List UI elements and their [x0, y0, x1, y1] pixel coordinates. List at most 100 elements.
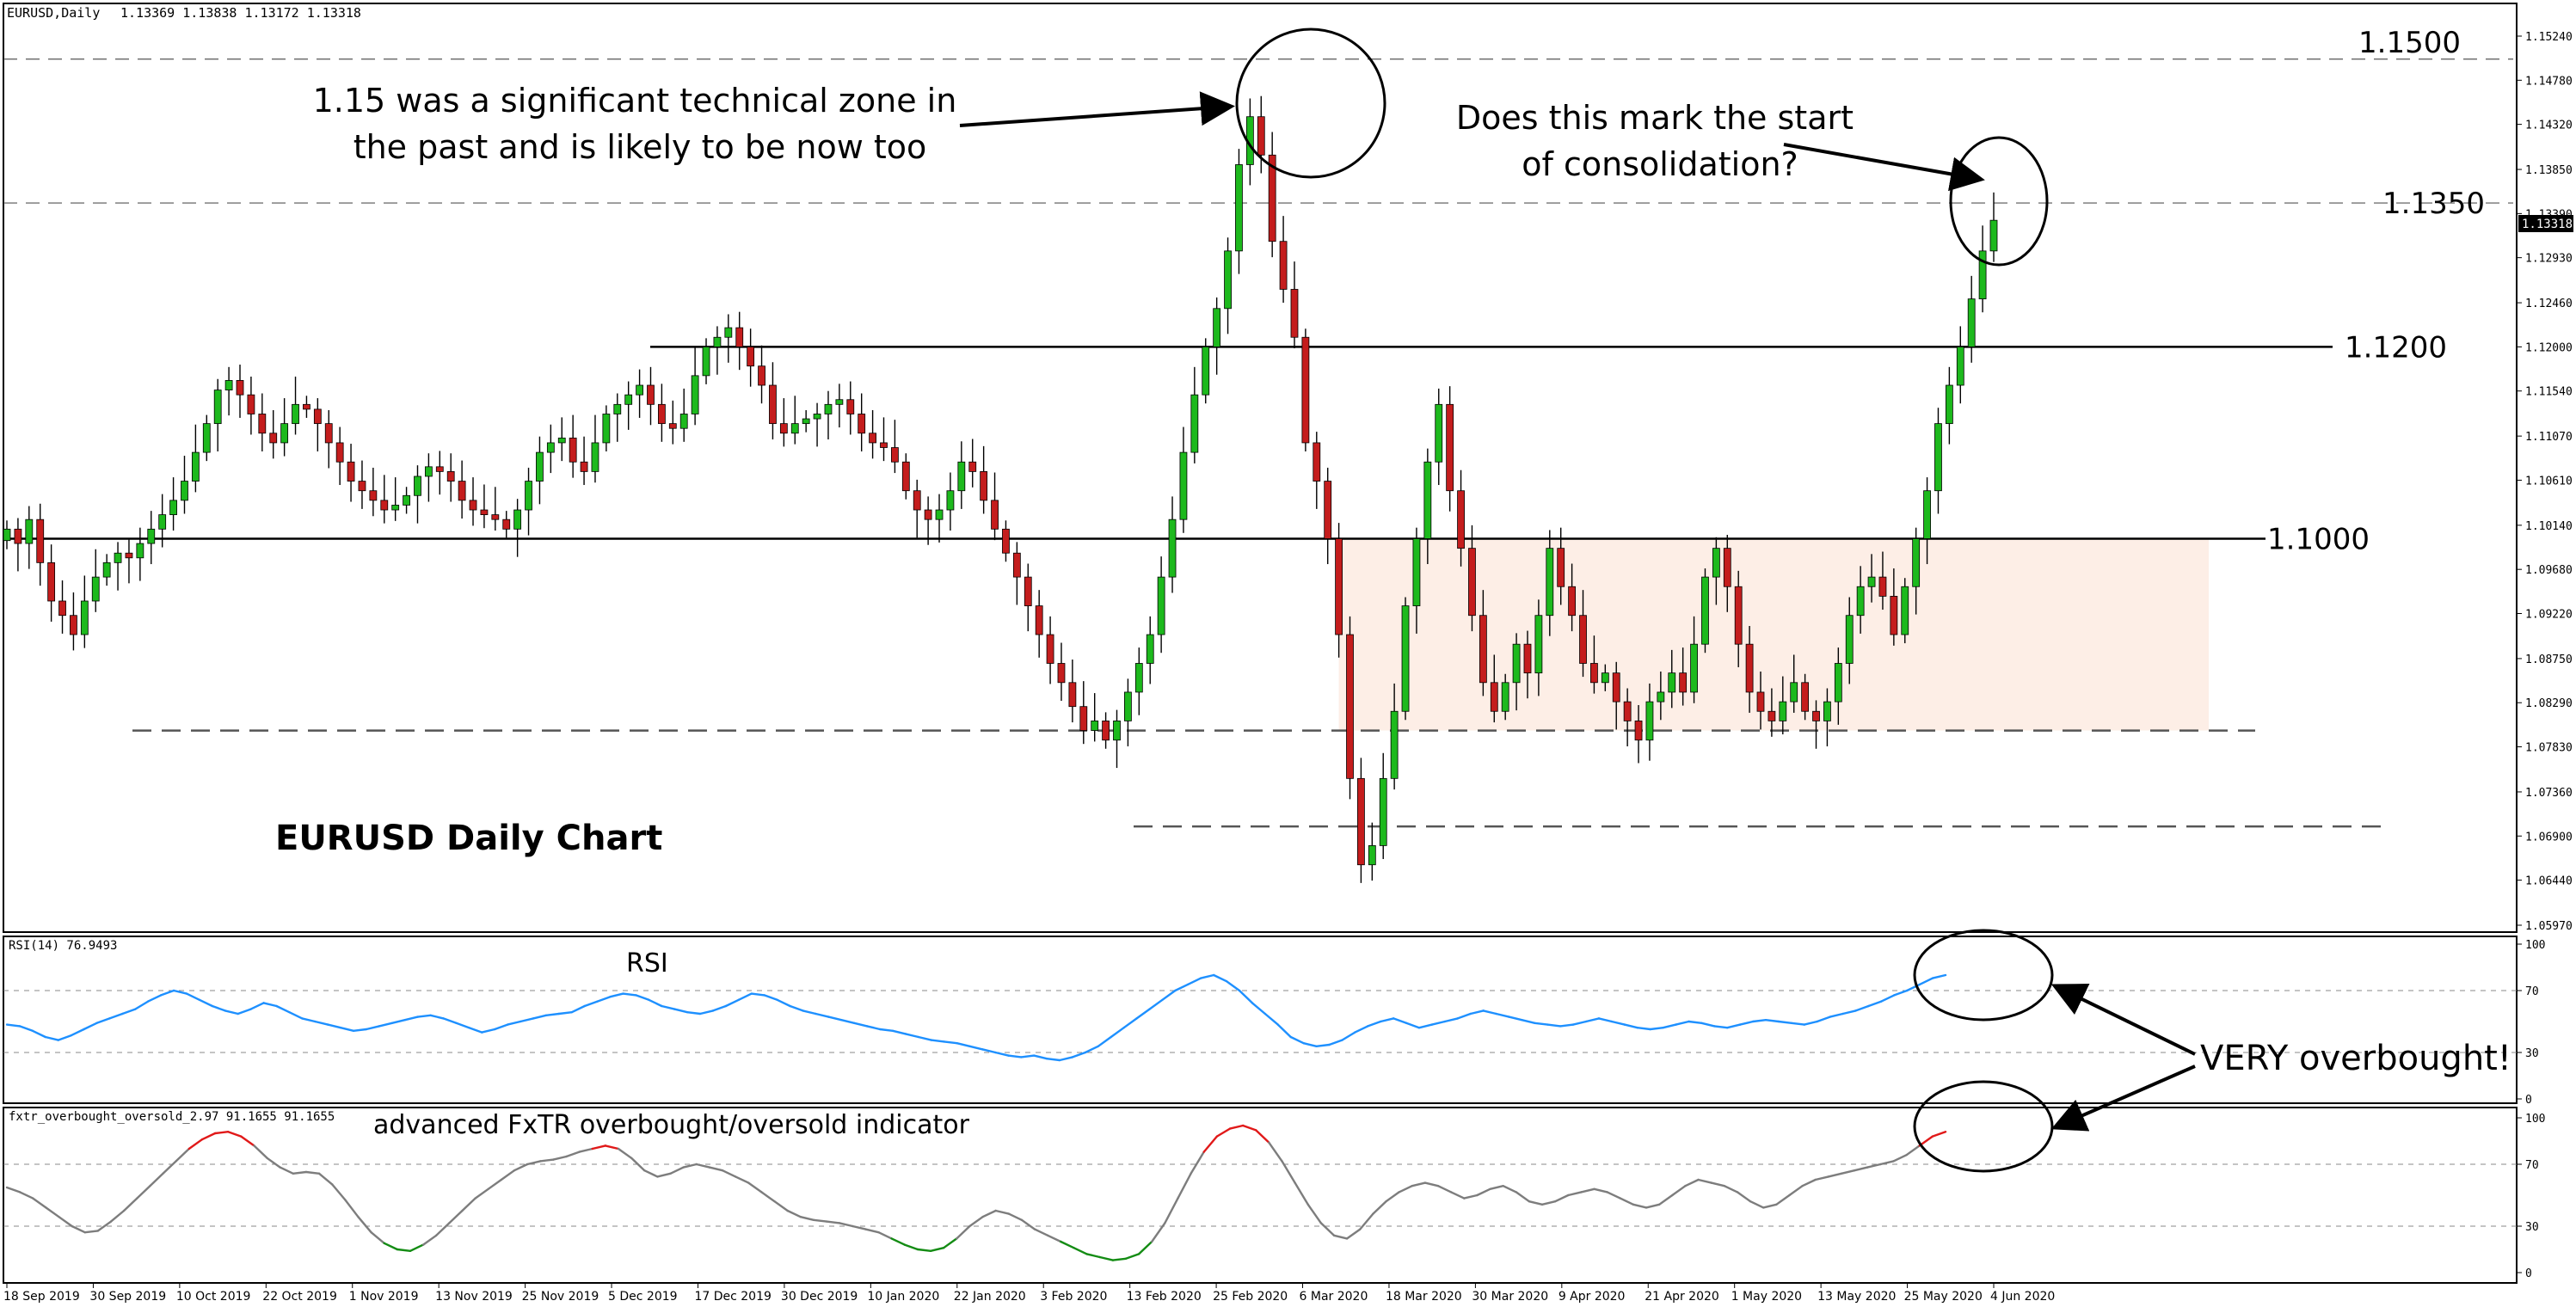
series-segment-130 [1662, 1023, 1677, 1029]
date-tick-label-0: 18 Sep 2019 [3, 1290, 80, 1304]
series-segment-141 [1827, 1172, 1843, 1178]
candle-body-62 [691, 375, 699, 414]
candle-body-3 [36, 519, 45, 563]
series-segment-90 [1148, 998, 1164, 1010]
series-segment-63 [812, 1218, 828, 1223]
series-segment-74 [943, 1040, 958, 1045]
series-segment-27 [344, 1199, 360, 1218]
price-tick-label-19: 1.06440 [2525, 875, 2573, 888]
series-segment-45 [570, 1004, 586, 1014]
series-segment-112 [1449, 1191, 1466, 1200]
panel-tick-label-3: 0 [2525, 1267, 2532, 1280]
date-tick-label-17: 30 Mar 2020 [1472, 1290, 1548, 1304]
series-segment-46 [591, 1144, 607, 1151]
series-segment-124 [1584, 1017, 1601, 1023]
series-segment-116 [1502, 1184, 1517, 1193]
candle-body-171 [1901, 586, 1909, 635]
candle-body-132 [1468, 548, 1476, 617]
series-segment-51 [648, 998, 663, 1008]
series-segment-70 [903, 1243, 919, 1251]
candle-body-118 [1313, 442, 1321, 482]
series-segment-81 [1032, 1054, 1048, 1060]
series-segment-88 [1137, 1240, 1153, 1255]
series-segment-33 [421, 1234, 438, 1246]
panel-tick-label-2: 30 [2525, 1221, 2539, 1234]
series-segment-66 [840, 1018, 856, 1025]
series-segment-94 [1215, 1127, 1232, 1138]
candle-body-2 [25, 519, 34, 544]
series-segment-84 [1071, 1051, 1087, 1058]
series-segment-117 [1495, 1012, 1510, 1018]
candle-body-130 [1446, 403, 1454, 492]
candle-body-16 [181, 481, 188, 501]
candle-body-157 [1745, 643, 1754, 693]
series-segment-22 [275, 1004, 291, 1014]
series-segment-111 [1417, 1023, 1434, 1029]
date-tick-label-18: 9 Apr 2020 [1559, 1290, 1626, 1304]
candle-body-6 [70, 615, 77, 635]
candle-body-89 [991, 500, 999, 530]
candle-body-90 [1002, 528, 1010, 554]
series-segment-24 [304, 1170, 321, 1175]
highlight-circle-rsi [1913, 929, 2054, 1022]
panel-tick-label-3: 0 [2525, 1094, 2532, 1107]
series-segment-5 [57, 1034, 72, 1041]
candle-body-24 [269, 433, 278, 444]
candle-body-58 [647, 384, 655, 405]
series-segment-45 [578, 1147, 593, 1153]
series-segment-148 [1893, 989, 1909, 997]
series-segment-145 [1854, 1004, 1870, 1012]
candle-body-79 [880, 442, 888, 448]
series-segment-114 [1456, 1012, 1472, 1020]
series-segment-86 [1097, 1035, 1112, 1048]
arrow-to-rsi [2050, 984, 2196, 1056]
series-segment-11 [134, 1000, 150, 1010]
series-segment-62 [799, 1215, 815, 1222]
series-segment-130 [1684, 1178, 1700, 1187]
series-segment-103 [1332, 1234, 1349, 1240]
rsi-title: RSI [626, 948, 668, 979]
series-segment-61 [786, 1209, 802, 1218]
series-segment-76 [981, 1209, 997, 1218]
candle-body-82 [913, 490, 921, 511]
rsi-header-label: RSI(14) 76.9493 [9, 939, 117, 953]
series-segment-135 [1749, 1200, 1765, 1209]
series-segment-69 [878, 1028, 895, 1033]
series-segment-13 [162, 1160, 177, 1175]
candle-body-92 [1024, 576, 1032, 606]
series-segment-73 [930, 1039, 945, 1043]
candle-body-12 [136, 543, 144, 559]
candle-body-151 [1679, 672, 1688, 693]
candle-body-97 [1079, 706, 1088, 731]
candle-body-36 [403, 494, 410, 506]
date-tick-label-6: 25 Nov 2019 [522, 1290, 599, 1304]
candle-body-177 [1967, 298, 1976, 347]
candle-body-88 [980, 471, 988, 501]
series-segment-64 [825, 1220, 841, 1224]
date-axis: 18 Sep 2019 30 Sep 2019 10 Oct 2019 22 Oct … [3, 1283, 2055, 1304]
current-price-badge [2518, 215, 2573, 232]
candle-body-105 [1168, 519, 1177, 578]
candle-body-14 [158, 514, 167, 530]
series-segment-17 [213, 1130, 230, 1135]
candle-body-127 [1412, 538, 1421, 606]
series-segment-37 [474, 1187, 489, 1200]
candle-body-46 [513, 509, 522, 530]
series-segment-145 [1879, 1160, 1895, 1166]
series-segment-21 [262, 1002, 278, 1008]
series-segment-144 [1841, 1009, 1857, 1016]
candle-body-8 [91, 576, 100, 602]
series-segment-63 [802, 1009, 817, 1016]
highlight-circle-june-top [1949, 136, 2049, 267]
candle-body-56 [624, 394, 633, 405]
series-segment-32 [403, 1016, 419, 1022]
chart-header-ohlc: 1.13369 1.13838 1.13172 1.13318 [120, 5, 361, 21]
candle-body-96 [1068, 682, 1077, 708]
candle-body-117 [1301, 336, 1310, 444]
series-segment-110 [1423, 1181, 1440, 1187]
candle-body-49 [546, 442, 555, 453]
series-segment-22 [279, 1166, 295, 1175]
series-segment-25 [317, 1172, 334, 1186]
candle-body-41 [458, 481, 466, 501]
osc-title: advanced FxTR overbought/oversold indica… [373, 1110, 970, 1140]
